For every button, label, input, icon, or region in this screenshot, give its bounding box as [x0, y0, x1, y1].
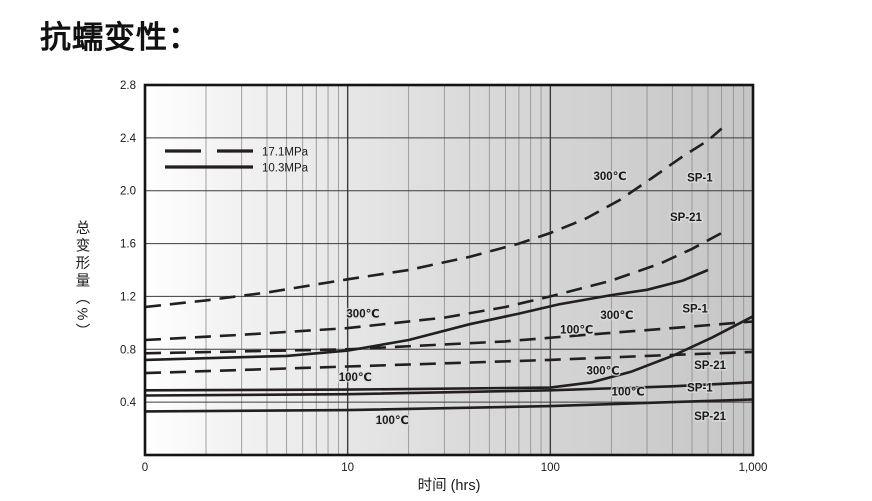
y-tick-label: 1.2 — [120, 291, 136, 303]
y-tick-label: 0.8 — [120, 344, 136, 356]
curve-sp-21-300-17-1mpa — [144, 231, 723, 342]
curve-label-300: 300℃ — [346, 309, 379, 321]
y-tick-label: 2.4 — [120, 133, 137, 145]
x-tick-label: 0 — [142, 462, 148, 474]
curve-label-300: 300℃ — [593, 171, 626, 183]
y-tick-label: 2.0 — [120, 186, 136, 198]
x-tick-label: 1,000 — [739, 462, 768, 474]
curve-label-100: 100℃ — [560, 324, 593, 336]
plot-border — [143, 83, 755, 457]
x-axis-title: 时间 (hrs) — [417, 478, 481, 494]
curve-label-sp-21: SP-21 — [694, 360, 727, 372]
curve-label-sp-1: SP-1 — [687, 173, 713, 185]
curve-label-300: 300℃ — [600, 310, 633, 322]
curve-sp-1-300-10-3mpa — [144, 268, 709, 362]
y-axis-title: 总变形量（%） — [73, 220, 90, 341]
gridlines — [145, 85, 753, 455]
curve-label-sp-21: SP-21 — [670, 212, 703, 224]
curve-labels: 300℃ SP-1 SP-21 300℃ 100℃ 300℃ SP-1 SP-21 300℃ 10… — [337, 170, 728, 429]
page-title: 抗蠕变性： — [40, 20, 200, 55]
curve-sp-21-100-10-3mpa — [144, 398, 754, 413]
y-tick-label: 2.8 — [120, 80, 136, 92]
plot-area — [145, 85, 753, 455]
curves — [144, 127, 754, 413]
curve-label-sp-1: SP-1 — [682, 303, 708, 315]
legend-label: 10.3MPa — [262, 163, 309, 175]
y-tick-label: 1.6 — [120, 239, 136, 251]
curve-label-100: 100℃ — [339, 372, 372, 384]
curve-sp-1-100-10-3mpa — [144, 381, 754, 397]
legend-item-10-3mpa: 10.3MPa — [165, 163, 309, 175]
legend: 17.1MPa 10.3MPa — [165, 147, 309, 175]
curve-sp-1-100-17-1mpa — [144, 320, 754, 355]
x-tick-label: 100 — [541, 462, 560, 474]
curve-label-100: 100℃ — [612, 387, 645, 399]
x-tick-label: 10 — [341, 462, 354, 474]
curve-label-sp-21: SP-21 — [694, 411, 727, 423]
axis-ticks: 0.4 0.8 1.2 1.6 2.0 2.4 2.8 0 10 100 1,000 — [120, 80, 767, 474]
legend-item-17-1mpa: 17.1MPa — [165, 147, 309, 159]
y-tick-label: 0.4 — [120, 397, 137, 409]
legend-label: 17.1MPa — [262, 147, 309, 159]
curve-sp-21-100-17-1mpa — [144, 350, 754, 375]
curve-label-300: 300℃ — [586, 365, 619, 377]
curve-sp-1-300-17-1mpa — [144, 127, 723, 309]
curve-label-sp-1: SP-1 — [687, 383, 713, 395]
curve-label-100: 100℃ — [376, 415, 409, 427]
curve-sp-21-300-10-3mpa — [144, 315, 754, 392]
